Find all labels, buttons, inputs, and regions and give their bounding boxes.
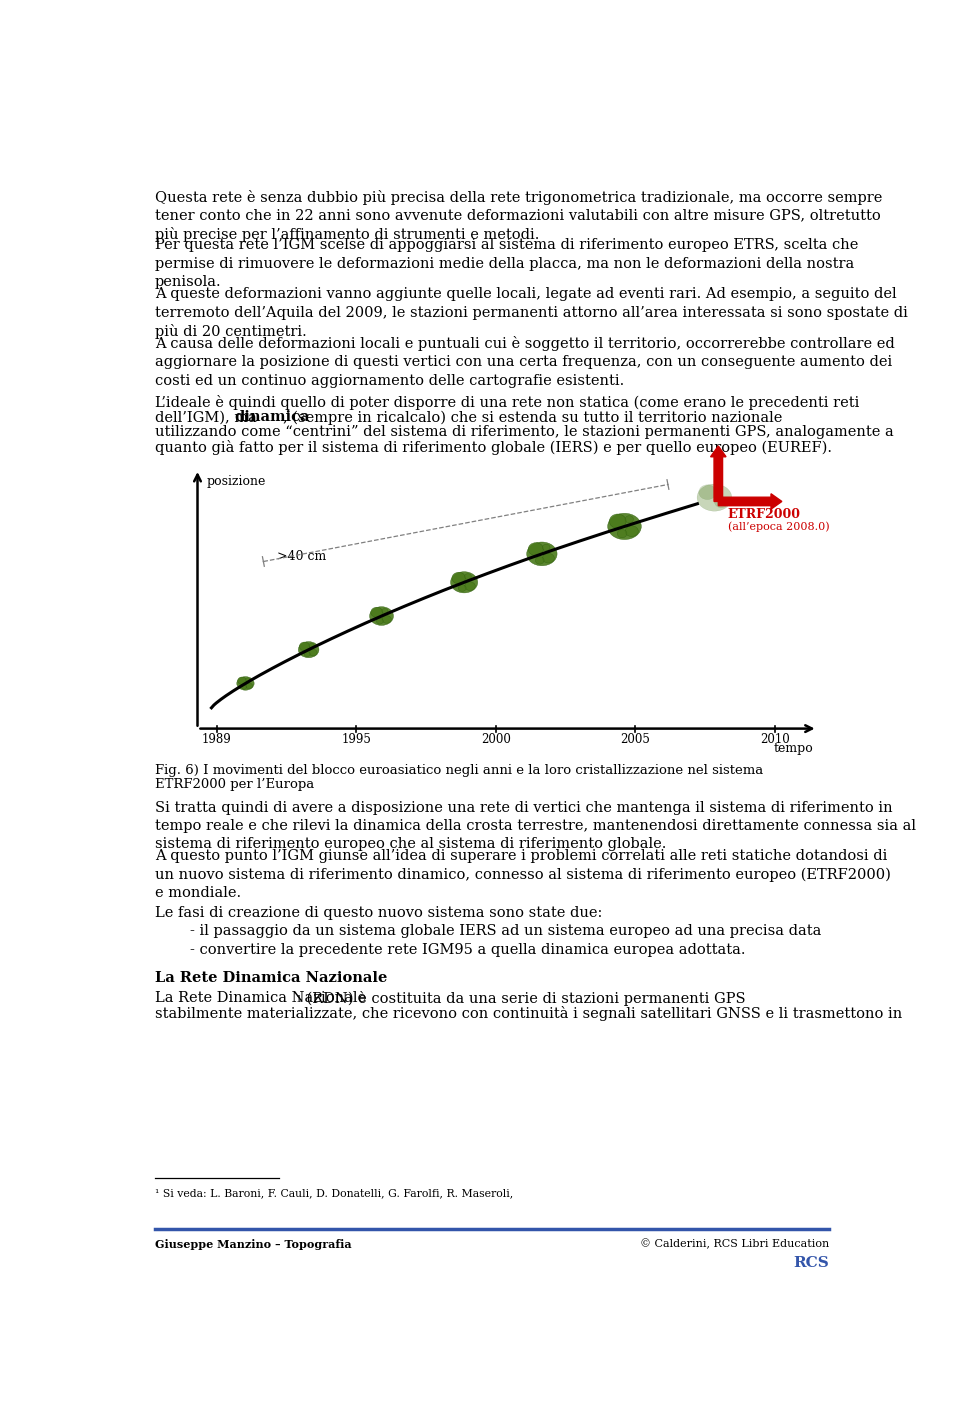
Text: A queste deformazioni vanno aggiunte quelle locali, legate ad eventi rari. Ad es: A queste deformazioni vanno aggiunte que…: [155, 288, 908, 339]
Polygon shape: [718, 493, 781, 509]
Ellipse shape: [625, 516, 634, 523]
Ellipse shape: [608, 513, 641, 539]
Text: RCS: RCS: [793, 1256, 829, 1271]
Ellipse shape: [465, 573, 471, 579]
Text: Giuseppe Manzino – Topografia: Giuseppe Manzino – Topografia: [155, 1239, 351, 1251]
Text: 2000: 2000: [481, 733, 511, 746]
Text: ETRF2000 per l’Europa: ETRF2000 per l’Europa: [155, 779, 314, 791]
Ellipse shape: [382, 616, 392, 623]
Text: ETRF2000: ETRF2000: [728, 508, 801, 520]
Text: (RDN) è costituita da una serie di stazioni permanenti GPS: (RDN) è costituita da una serie di stazi…: [302, 991, 746, 1005]
Text: 1995: 1995: [342, 733, 372, 746]
Text: 1989: 1989: [202, 733, 231, 746]
Text: 1: 1: [296, 994, 302, 1004]
Ellipse shape: [699, 485, 716, 499]
Text: , (sempre in ricalcalo) che si estenda su tutto il territorio nazionale: , (sempre in ricalcalo) che si estenda s…: [283, 411, 782, 425]
Text: - il passaggio da un sistema globale IERS ad un sistema europeo ad una precisa d: - il passaggio da un sistema globale IER…: [190, 924, 821, 938]
Text: Le fasi di creazione di questo nuovo sistema sono state due:: Le fasi di creazione di questo nuovo sis…: [155, 906, 602, 920]
Text: stabilmente materializzate, che ricevono con continuità i segnali satellitari GN: stabilmente materializzate, che ricevono…: [155, 1005, 902, 1021]
Text: A causa delle deformazioni locali e puntuali cui è soggetto il territorio, occor: A causa delle deformazioni locali e punt…: [155, 337, 895, 388]
Ellipse shape: [300, 642, 310, 650]
Ellipse shape: [697, 483, 732, 511]
Text: - convertire la precedente rete IGM95 a quella dinamica europea adottata.: - convertire la precedente rete IGM95 a …: [190, 943, 745, 957]
Ellipse shape: [714, 496, 729, 508]
Ellipse shape: [617, 529, 627, 538]
Ellipse shape: [625, 526, 638, 536]
Ellipse shape: [370, 606, 394, 626]
Ellipse shape: [237, 677, 254, 690]
Ellipse shape: [528, 543, 543, 556]
Text: dinamica: dinamica: [234, 411, 310, 424]
Ellipse shape: [246, 683, 252, 689]
Text: (all’epoca 2008.0): (all’epoca 2008.0): [728, 522, 829, 532]
Text: 2005: 2005: [620, 733, 650, 746]
Text: La Rete Dinamica Nazionale: La Rete Dinamica Nazionale: [155, 991, 366, 1005]
Text: ¹ Si veda: L. Baroni, F. Cauli, D. Donatelli, G. Farolfi, R. Maseroli,: ¹ Si veda: L. Baroni, F. Cauli, D. Donat…: [155, 1188, 514, 1198]
Ellipse shape: [304, 652, 310, 656]
Text: Si tratta quindi di avere a disposizione una rete di vertici che mantenga il sis: Si tratta quindi di avere a disposizione…: [155, 801, 916, 851]
Text: 2010: 2010: [760, 733, 790, 746]
Ellipse shape: [382, 609, 388, 613]
Ellipse shape: [238, 677, 247, 684]
Ellipse shape: [309, 649, 317, 656]
Ellipse shape: [610, 513, 626, 528]
Ellipse shape: [458, 585, 466, 592]
Text: dell’IGM), ma: dell’IGM), ma: [155, 411, 261, 424]
Text: Fig. 6) I movimenti del blocco euroasiatico negli anni e la loro cristallizzazio: Fig. 6) I movimenti del blocco euroasiat…: [155, 764, 763, 777]
Ellipse shape: [542, 553, 554, 563]
Text: Per questa rete l’IGM scelse di appoggiarsi al sistema di riferimento europeo ET: Per questa rete l’IGM scelse di appoggia…: [155, 238, 858, 289]
Ellipse shape: [450, 572, 478, 593]
Text: >40 cm: >40 cm: [277, 550, 326, 563]
Ellipse shape: [452, 572, 466, 583]
Polygon shape: [710, 446, 726, 502]
Text: quanto già fatto per il sistema di riferimento globale (IERS) e per quello europ: quanto già fatto per il sistema di rifer…: [155, 441, 832, 455]
Ellipse shape: [527, 542, 557, 566]
Ellipse shape: [371, 607, 383, 617]
Ellipse shape: [299, 642, 319, 657]
Ellipse shape: [309, 643, 314, 647]
Ellipse shape: [465, 582, 475, 590]
Text: © Calderini, RCS Libri Education: © Calderini, RCS Libri Education: [640, 1239, 829, 1249]
Ellipse shape: [542, 545, 550, 550]
Ellipse shape: [376, 617, 383, 625]
Ellipse shape: [536, 556, 544, 565]
Text: posizione: posizione: [206, 475, 266, 488]
Text: tempo: tempo: [774, 743, 814, 756]
Text: utilizzando come “centrini” del sistema di riferimento, le stazioni permanenti G: utilizzando come “centrini” del sistema …: [155, 425, 894, 439]
Text: Questa rete è senza dubbio più precisa della rete trigonometrica tradizionale, m: Questa rete è senza dubbio più precisa d…: [155, 190, 882, 242]
Text: La Rete Dinamica Nazionale: La Rete Dinamica Nazionale: [155, 971, 387, 985]
Text: A questo punto l’IGM giunse all’idea di superare i problemi correlati alle reti : A questo punto l’IGM giunse all’idea di …: [155, 848, 891, 900]
Text: L’ideale è quindi quello di poter disporre di una rete non statica (come erano l: L’ideale è quindi quello di poter dispor…: [155, 395, 859, 411]
Ellipse shape: [242, 684, 247, 689]
Ellipse shape: [246, 677, 251, 682]
